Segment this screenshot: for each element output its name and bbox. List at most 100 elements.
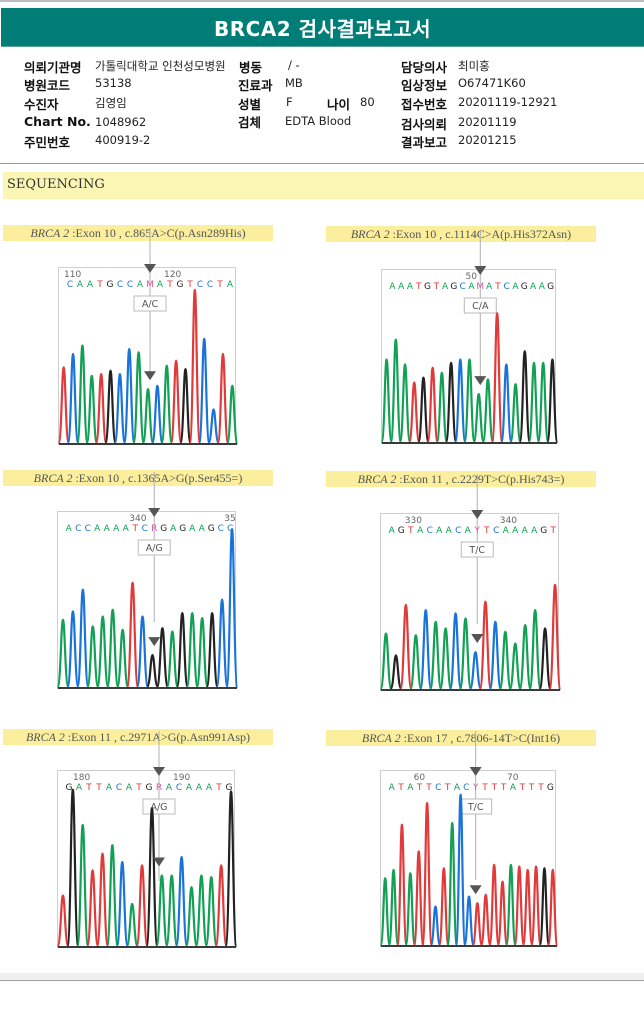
peak-a	[125, 902, 139, 948]
peak-a	[76, 823, 90, 948]
base-call: T	[407, 526, 414, 536]
gene-separator: :	[392, 226, 396, 241]
base-call: C	[176, 783, 182, 793]
peak-t	[408, 381, 421, 444]
base-call: A	[442, 282, 449, 292]
base-call: C	[127, 280, 133, 290]
base-call: A	[512, 282, 519, 292]
peak-t	[135, 864, 149, 948]
peak-t	[413, 850, 425, 947]
chromatogram-svg: 340 35A C C A A A A T C R G A G A A G C CA/G	[56, 472, 239, 689]
base-call: Y	[474, 526, 481, 536]
arrow-down-icon	[144, 371, 156, 381]
peak-a	[226, 384, 239, 445]
peak-c	[488, 620, 502, 691]
variant-description: Exon 10 , c.865A>C(p.Asn289His)	[75, 225, 246, 240]
arrow-down-icon	[474, 266, 487, 275]
position-label: 60	[414, 773, 426, 783]
peak-a	[409, 634, 423, 691]
institution-label: 의뢰기관명	[24, 60, 82, 75]
base-call: C	[67, 280, 73, 290]
patient-info-section: 의뢰기관명 가톨릭대학교 인천성모병원 병동 / - 담당의사 최미홍 병원코드…	[0, 52, 644, 162]
base-call: A	[186, 783, 193, 793]
genotype-label: A/G	[146, 543, 163, 554]
base-call: A	[468, 282, 475, 292]
peak-g	[66, 788, 80, 948]
base-call: G	[146, 783, 153, 793]
chromatogram-svg: 50A A A T G T A G C A M A T C A G A A GC/A	[380, 230, 559, 444]
base-call: T	[491, 783, 498, 793]
base-call: C	[227, 524, 233, 534]
peak-t	[521, 868, 534, 947]
base-call: A	[104, 524, 111, 534]
base-call: A	[137, 280, 144, 290]
gene-name: BRCA 2	[357, 471, 397, 486]
peak-c	[175, 855, 189, 948]
base-call: C	[435, 783, 441, 793]
peak-a	[509, 383, 522, 444]
peak-c	[454, 358, 467, 444]
hospital-code-label: 병원코드	[24, 78, 71, 93]
base-call: A	[512, 526, 519, 536]
base-call: A	[539, 282, 546, 292]
variant-title: BRCA 2: Exon 11 , c.2971A>G(p.Asn991Asp)	[3, 729, 273, 745]
peak-a	[194, 874, 208, 948]
base-call: C	[493, 526, 499, 536]
base-call: A	[66, 524, 73, 534]
peak-a	[86, 625, 100, 689]
top-border	[0, 0, 644, 2]
peak-a	[85, 374, 99, 445]
peak-t	[426, 366, 439, 444]
peak-g	[145, 653, 160, 689]
base-call: A	[465, 526, 472, 536]
peak-c	[225, 527, 239, 689]
genotype-label: T/C	[468, 545, 485, 556]
variant-description: Exon 11 , c.2229T>C(p.His743=)	[402, 471, 565, 486]
ward-label: 병동	[239, 60, 263, 75]
genotype-label: T/C	[467, 802, 484, 813]
base-call: T	[95, 783, 102, 793]
peak-a	[527, 361, 541, 444]
doctor-label: 담당의사	[401, 60, 448, 75]
peak-a	[380, 358, 393, 444]
position-label: 110	[64, 270, 81, 280]
peak-t	[94, 373, 108, 445]
chromatogram: 340 35 A C C A A A A T C R G A G A A G C C A/G	[56, 472, 239, 689]
peak-g	[518, 350, 531, 444]
base-call: A	[123, 524, 130, 534]
peak-a	[116, 628, 130, 689]
genotype-box	[460, 541, 494, 558]
base-call: G	[226, 783, 233, 793]
department-label: 진료과	[238, 78, 273, 93]
base-call: G	[107, 280, 114, 290]
position-label: 70	[507, 773, 519, 783]
base-call: T	[519, 783, 526, 793]
peak-g	[444, 361, 458, 444]
peak-a	[185, 611, 199, 689]
base-call: G	[177, 280, 184, 290]
peak-g	[538, 627, 552, 691]
base-call: A	[227, 280, 234, 290]
ward-value: / -	[288, 58, 300, 72]
base-call: T	[215, 783, 222, 793]
base-call: A	[157, 280, 164, 290]
chromatogram: 180 190 G A T T A C A T G R A C A A A T G A/G	[56, 731, 238, 948]
base-call: A	[113, 524, 120, 534]
patient-value: 김영임	[95, 96, 127, 110]
variant-title: BRCA 2: Exon 10 , c.865A>C(p.Asn289His)	[3, 225, 273, 241]
gene-name: BRCA 2	[25, 729, 65, 744]
arrow-down-icon	[148, 637, 161, 647]
peak-a	[165, 874, 179, 948]
variant-title: BRCA 2: Exon 10 , c.1365A>G(p.Ser455=)	[3, 470, 273, 486]
base-call: A	[522, 526, 529, 536]
peak-c	[115, 860, 129, 948]
peak-a	[537, 361, 550, 444]
specimen-value: EDTA Blood	[285, 114, 352, 128]
base-call: G	[521, 282, 528, 292]
peak-t	[480, 893, 492, 947]
peak-a	[481, 378, 495, 444]
peak-c	[468, 650, 483, 691]
peak-t	[57, 366, 70, 445]
peak-a	[472, 393, 485, 444]
